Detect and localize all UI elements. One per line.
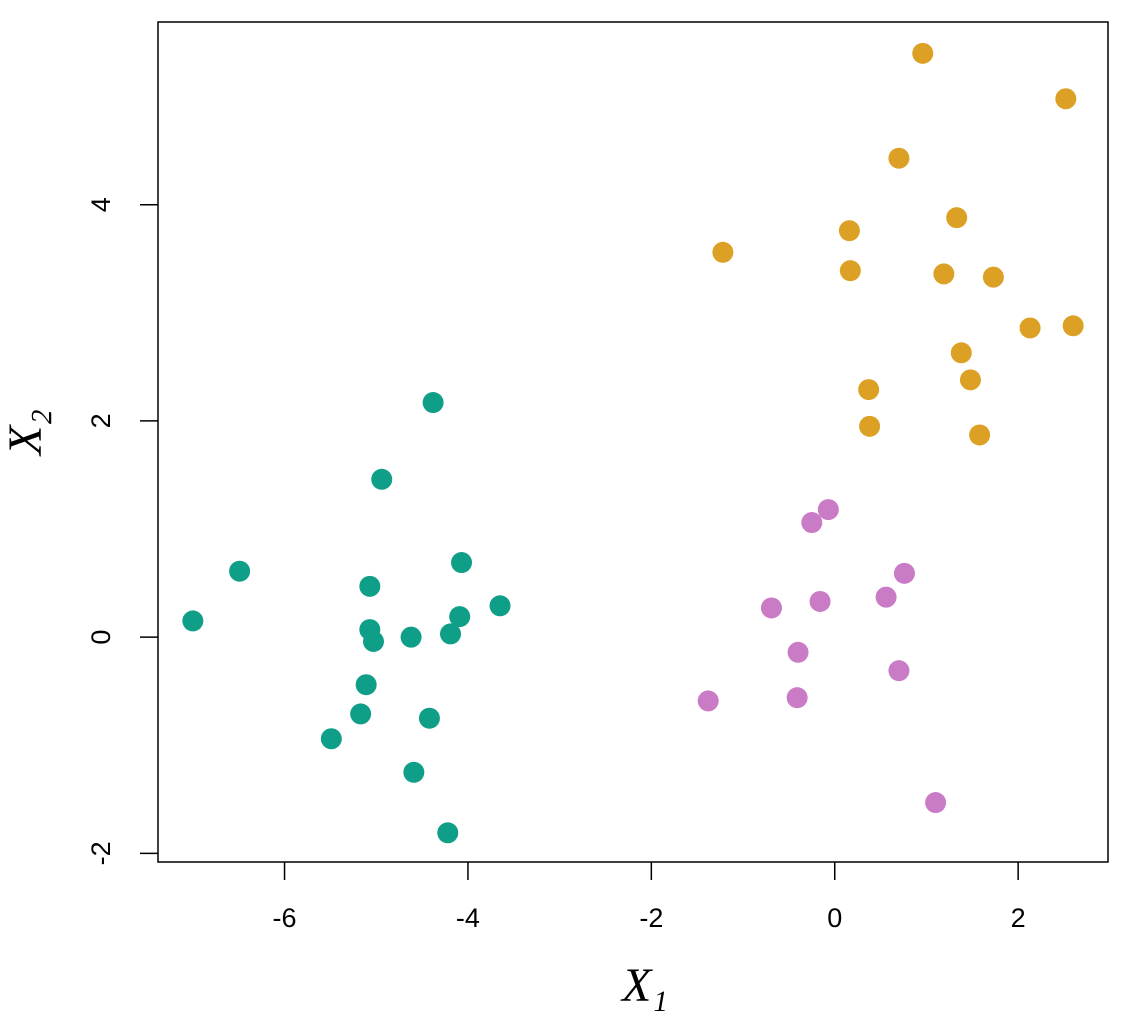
y-tick-label: 0 — [86, 630, 116, 645]
point — [950, 342, 972, 364]
point — [801, 512, 823, 534]
point — [959, 369, 981, 391]
point — [969, 424, 991, 446]
point — [809, 590, 831, 612]
point — [925, 792, 947, 814]
point — [451, 552, 473, 574]
point — [875, 586, 897, 608]
point — [440, 623, 462, 645]
point — [359, 575, 381, 597]
point — [1062, 315, 1084, 337]
point — [182, 610, 204, 632]
point — [760, 597, 782, 619]
point — [712, 241, 734, 263]
point — [786, 687, 808, 709]
point — [320, 728, 342, 750]
point — [888, 147, 910, 169]
y-tick-label: 2 — [86, 413, 116, 428]
point — [838, 220, 860, 242]
point — [839, 260, 861, 282]
y-tick-label: -2 — [86, 841, 116, 865]
x-axis-label: X₁ — [620, 959, 668, 1012]
point — [697, 690, 719, 712]
point — [859, 415, 881, 437]
point — [893, 562, 915, 584]
point — [489, 595, 511, 617]
x-tick-label: -6 — [273, 903, 297, 933]
x-tick-label: 0 — [827, 903, 842, 933]
point — [403, 761, 425, 783]
point — [400, 626, 422, 648]
point — [422, 392, 444, 414]
point — [858, 379, 880, 401]
point — [1055, 88, 1077, 110]
x-tick-label: 2 — [1011, 903, 1026, 933]
point — [437, 822, 459, 844]
point — [933, 263, 955, 285]
point — [355, 674, 377, 696]
point — [912, 42, 934, 64]
point — [418, 707, 440, 729]
x-tick-label: -2 — [639, 903, 663, 933]
plot-frame — [157, 21, 1109, 863]
point — [350, 703, 372, 725]
point — [817, 499, 839, 521]
point — [946, 207, 968, 229]
point — [982, 266, 1004, 288]
point — [449, 606, 471, 628]
point — [787, 641, 809, 663]
point — [229, 560, 251, 582]
point — [371, 468, 393, 490]
point — [362, 630, 384, 652]
point — [1019, 317, 1041, 339]
y-tick-label: 4 — [86, 197, 116, 212]
y-axis-label: X₂ — [0, 409, 52, 457]
x-tick-label: -4 — [456, 903, 480, 933]
point — [888, 660, 910, 682]
